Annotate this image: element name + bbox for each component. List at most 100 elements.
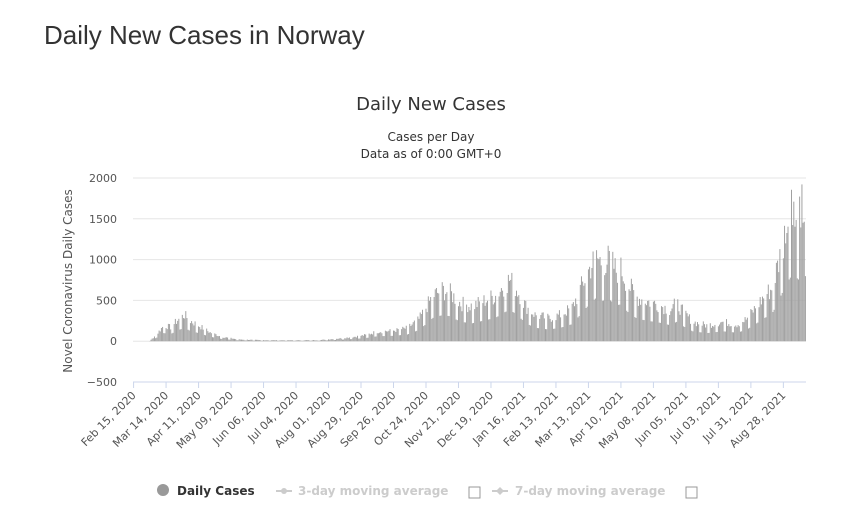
daily-case-bar[interactable]: [425, 308, 427, 342]
daily-case-bar[interactable]: [743, 322, 745, 342]
daily-case-bar[interactable]: [211, 337, 213, 342]
daily-case-bar[interactable]: [296, 340, 298, 342]
daily-case-bar[interactable]: [229, 339, 231, 342]
daily-case-bar[interactable]: [191, 321, 193, 342]
daily-case-bar[interactable]: [199, 327, 201, 342]
daily-case-bar[interactable]: [575, 298, 577, 342]
daily-case-bar[interactable]: [474, 309, 476, 342]
daily-case-bar[interactable]: [642, 319, 644, 342]
daily-case-bar[interactable]: [315, 340, 317, 342]
daily-case-bar[interactable]: [497, 316, 499, 342]
daily-case-bar[interactable]: [564, 314, 566, 342]
daily-case-bar[interactable]: [640, 304, 642, 342]
daily-case-bar[interactable]: [491, 295, 493, 342]
daily-case-bar[interactable]: [691, 330, 693, 342]
daily-case-bar[interactable]: [478, 301, 480, 342]
daily-case-bar[interactable]: [547, 313, 549, 342]
daily-case-bar[interactable]: [461, 311, 463, 342]
daily-case-bar[interactable]: [411, 324, 413, 342]
daily-case-bar[interactable]: [223, 337, 225, 342]
daily-case-bar[interactable]: [499, 291, 501, 342]
daily-case-bar[interactable]: [584, 283, 586, 342]
daily-case-bar[interactable]: [257, 339, 259, 342]
daily-case-bar[interactable]: [518, 295, 520, 342]
daily-case-bar[interactable]: [379, 332, 381, 342]
daily-case-bar[interactable]: [519, 304, 521, 342]
daily-case-bar[interactable]: [272, 340, 274, 342]
daily-case-bar[interactable]: [413, 320, 415, 342]
daily-case-bar[interactable]: [331, 339, 333, 342]
daily-case-bar[interactable]: [250, 339, 252, 342]
daily-case-bar[interactable]: [311, 340, 313, 342]
daily-case-bar[interactable]: [235, 339, 237, 342]
daily-case-bar[interactable]: [606, 264, 608, 342]
daily-case-bar[interactable]: [383, 336, 385, 342]
daily-case-bar[interactable]: [330, 339, 332, 342]
legend-7day-label[interactable]: 7-day moving average: [515, 484, 665, 498]
daily-case-bar[interactable]: [598, 259, 600, 342]
daily-case-bar[interactable]: [744, 317, 746, 342]
daily-case-bar[interactable]: [750, 309, 752, 342]
daily-case-bar[interactable]: [512, 312, 514, 342]
daily-case-bar[interactable]: [715, 332, 717, 342]
daily-case-bar[interactable]: [394, 330, 396, 342]
daily-case-bar[interactable]: [680, 304, 682, 342]
daily-case-bar[interactable]: [477, 297, 479, 342]
daily-case-bar[interactable]: [310, 340, 312, 342]
daily-case-bar[interactable]: [656, 310, 658, 342]
daily-case-bar[interactable]: [391, 335, 393, 342]
daily-case-bar[interactable]: [358, 338, 360, 342]
daily-case-bar[interactable]: [752, 312, 754, 342]
daily-case-bar[interactable]: [609, 300, 611, 342]
daily-case-bar[interactable]: [202, 329, 204, 342]
daily-case-bar[interactable]: [192, 323, 194, 342]
daily-case-bar[interactable]: [275, 340, 277, 342]
daily-case-bar[interactable]: [637, 305, 639, 342]
daily-case-bar[interactable]: [713, 326, 715, 342]
daily-case-bar[interactable]: [578, 316, 580, 342]
daily-case-bar[interactable]: [664, 305, 666, 342]
daily-case-bar[interactable]: [677, 299, 679, 342]
daily-case-bar[interactable]: [265, 340, 267, 342]
daily-case-bar[interactable]: [504, 312, 506, 342]
daily-case-bar[interactable]: [316, 340, 318, 342]
daily-case-bar[interactable]: [693, 323, 695, 342]
daily-case-bar[interactable]: [550, 321, 552, 342]
daily-case-bar[interactable]: [333, 340, 335, 342]
daily-case-bar[interactable]: [622, 281, 624, 342]
daily-case-bar[interactable]: [723, 331, 725, 342]
daily-case-bar[interactable]: [166, 329, 168, 342]
daily-case-bar[interactable]: [801, 184, 803, 342]
daily-case-bar[interactable]: [652, 301, 654, 342]
daily-case-bar[interactable]: [295, 340, 297, 342]
daily-case-bar[interactable]: [463, 322, 465, 342]
daily-case-bar[interactable]: [542, 312, 544, 342]
daily-case-bar[interactable]: [587, 269, 589, 342]
daily-case-bar[interactable]: [230, 337, 232, 342]
daily-case-bar[interactable]: [386, 331, 388, 342]
daily-case-bar[interactable]: [354, 336, 356, 342]
daily-case-bar[interactable]: [329, 339, 331, 342]
daily-case-bar[interactable]: [345, 338, 347, 342]
daily-case-bar[interactable]: [169, 324, 171, 342]
daily-case-bar[interactable]: [782, 258, 784, 342]
daily-case-bar[interactable]: [244, 340, 246, 342]
daily-case-bar[interactable]: [627, 312, 629, 342]
daily-case-bar[interactable]: [263, 340, 265, 342]
daily-case-bar[interactable]: [666, 324, 668, 342]
daily-case-bar[interactable]: [636, 296, 638, 342]
daily-case-bar[interactable]: [382, 336, 384, 342]
daily-case-bar[interactable]: [289, 340, 291, 342]
daily-case-bar[interactable]: [651, 321, 653, 342]
daily-case-bar[interactable]: [736, 327, 738, 342]
daily-case-bar[interactable]: [456, 320, 458, 342]
daily-case-bar[interactable]: [374, 336, 376, 342]
daily-case-bar[interactable]: [448, 316, 450, 342]
daily-case-bar[interactable]: [532, 314, 534, 342]
daily-case-bar[interactable]: [299, 340, 301, 342]
daily-case-bar[interactable]: [763, 298, 765, 342]
daily-case-bar[interactable]: [261, 340, 263, 342]
daily-case-bar[interactable]: [435, 287, 437, 342]
daily-case-bar[interactable]: [784, 225, 786, 342]
daily-case-bar[interactable]: [796, 278, 798, 342]
